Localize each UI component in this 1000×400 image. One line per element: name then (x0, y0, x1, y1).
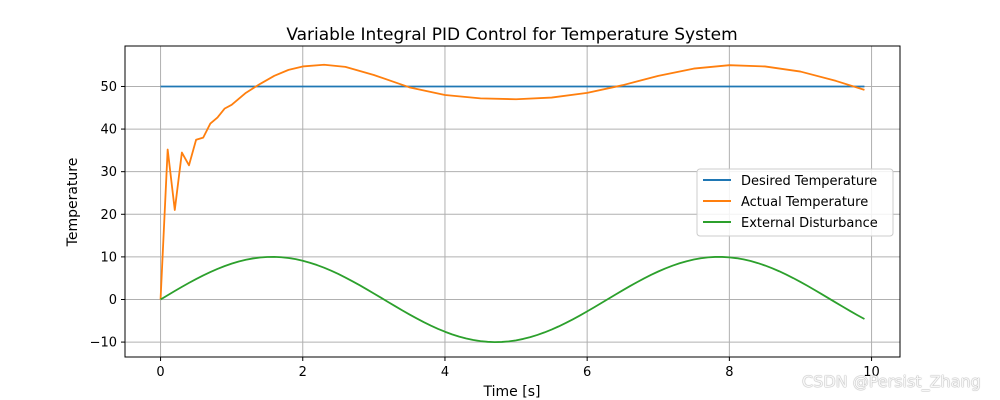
legend-label: Desired Temperature (741, 174, 877, 189)
legend-label: External Disturbance (741, 216, 878, 231)
x-tick-label: 0 (156, 365, 164, 380)
series-line-2 (159, 63, 865, 300)
x-tick-label: 8 (725, 365, 733, 380)
y-axis-label: Temperature (65, 158, 81, 248)
y-tick-label: 30 (100, 165, 117, 180)
x-tick-label: 4 (441, 365, 449, 380)
legend-label: Actual Temperature (741, 195, 868, 210)
legend-box (696, 168, 894, 237)
y-tick-label: 40 (100, 123, 117, 138)
ticks: 0 2 4 6 8 10 −10 0 10 20 30 40 50 (90, 80, 880, 380)
watermark: CSDN @Persist_Zhang (802, 372, 981, 391)
y-tick-label: −10 (90, 336, 117, 351)
legend: Desired Temperature Actual Temperature Ext… (696, 168, 894, 237)
x-tick-label: 10 (863, 365, 880, 380)
chart-title: Variable Integral PID Control for Temper… (286, 25, 737, 45)
plot-frame (124, 45, 901, 358)
y-tick-label: 20 (100, 208, 117, 223)
series-line-3 (160, 255, 865, 343)
x-tick-label: 2 (299, 365, 307, 380)
x-axis-label: Time [s] (483, 384, 541, 400)
y-tick-label: 50 (100, 80, 117, 95)
y-tick-label: 10 (100, 250, 117, 265)
x-tick-label: 6 (583, 365, 591, 380)
y-tick-label: 0 (109, 293, 117, 308)
series-layer (159, 63, 865, 343)
